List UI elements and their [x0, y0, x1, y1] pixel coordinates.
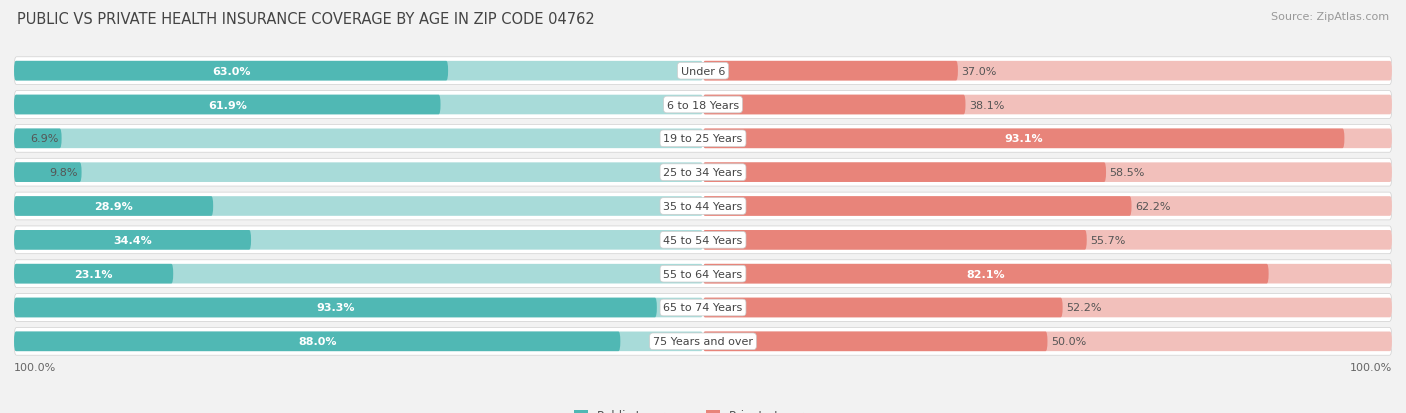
Legend: Public Insurance, Private Insurance: Public Insurance, Private Insurance	[569, 404, 837, 413]
Text: 19 to 25 Years: 19 to 25 Years	[664, 134, 742, 144]
FancyBboxPatch shape	[14, 125, 1392, 153]
FancyBboxPatch shape	[14, 95, 703, 115]
Text: 55 to 64 Years: 55 to 64 Years	[664, 269, 742, 279]
Text: 52.2%: 52.2%	[1066, 303, 1101, 313]
FancyBboxPatch shape	[703, 332, 1047, 351]
Text: 6 to 18 Years: 6 to 18 Years	[666, 100, 740, 110]
Text: 65 to 74 Years: 65 to 74 Years	[664, 303, 742, 313]
FancyBboxPatch shape	[703, 197, 1132, 216]
FancyBboxPatch shape	[14, 62, 449, 81]
FancyBboxPatch shape	[14, 332, 620, 351]
FancyBboxPatch shape	[14, 298, 657, 318]
Text: 63.0%: 63.0%	[212, 66, 250, 76]
Text: 62.2%: 62.2%	[1135, 202, 1170, 211]
FancyBboxPatch shape	[14, 62, 703, 81]
FancyBboxPatch shape	[703, 95, 1392, 115]
FancyBboxPatch shape	[14, 226, 1392, 254]
Text: 93.3%: 93.3%	[316, 303, 354, 313]
Text: 28.9%: 28.9%	[94, 202, 134, 211]
FancyBboxPatch shape	[703, 230, 1087, 250]
FancyBboxPatch shape	[14, 230, 252, 250]
FancyBboxPatch shape	[14, 163, 82, 183]
Text: 37.0%: 37.0%	[962, 66, 997, 76]
Text: 38.1%: 38.1%	[969, 100, 1004, 110]
Text: 61.9%: 61.9%	[208, 100, 246, 110]
FancyBboxPatch shape	[14, 230, 703, 250]
Text: 25 to 34 Years: 25 to 34 Years	[664, 168, 742, 178]
Text: 45 to 54 Years: 45 to 54 Years	[664, 235, 742, 245]
FancyBboxPatch shape	[703, 197, 1392, 216]
Text: 75 Years and over: 75 Years and over	[652, 337, 754, 347]
Text: 100.0%: 100.0%	[14, 363, 56, 373]
FancyBboxPatch shape	[703, 62, 1392, 81]
FancyBboxPatch shape	[703, 264, 1268, 284]
FancyBboxPatch shape	[703, 163, 1107, 183]
Text: 100.0%: 100.0%	[1350, 363, 1392, 373]
FancyBboxPatch shape	[703, 332, 1392, 351]
FancyBboxPatch shape	[703, 230, 1392, 250]
FancyBboxPatch shape	[703, 95, 966, 115]
FancyBboxPatch shape	[14, 264, 173, 284]
FancyBboxPatch shape	[14, 129, 703, 149]
Text: 55.7%: 55.7%	[1090, 235, 1126, 245]
FancyBboxPatch shape	[703, 264, 1392, 284]
Text: PUBLIC VS PRIVATE HEALTH INSURANCE COVERAGE BY AGE IN ZIP CODE 04762: PUBLIC VS PRIVATE HEALTH INSURANCE COVER…	[17, 12, 595, 27]
FancyBboxPatch shape	[14, 129, 62, 149]
FancyBboxPatch shape	[14, 298, 703, 318]
FancyBboxPatch shape	[14, 294, 1392, 322]
FancyBboxPatch shape	[14, 58, 1392, 85]
FancyBboxPatch shape	[14, 159, 1392, 187]
FancyBboxPatch shape	[14, 332, 703, 351]
FancyBboxPatch shape	[14, 260, 1392, 288]
Text: 6.9%: 6.9%	[30, 134, 58, 144]
FancyBboxPatch shape	[14, 328, 1392, 355]
FancyBboxPatch shape	[14, 91, 1392, 119]
Text: 35 to 44 Years: 35 to 44 Years	[664, 202, 742, 211]
Text: 58.5%: 58.5%	[1109, 168, 1144, 178]
FancyBboxPatch shape	[14, 197, 703, 216]
FancyBboxPatch shape	[14, 95, 440, 115]
Text: 34.4%: 34.4%	[112, 235, 152, 245]
Text: 88.0%: 88.0%	[298, 337, 336, 347]
Text: 82.1%: 82.1%	[966, 269, 1005, 279]
FancyBboxPatch shape	[14, 197, 214, 216]
FancyBboxPatch shape	[703, 129, 1392, 149]
FancyBboxPatch shape	[14, 163, 703, 183]
FancyBboxPatch shape	[703, 129, 1344, 149]
Text: 93.1%: 93.1%	[1004, 134, 1043, 144]
Text: Under 6: Under 6	[681, 66, 725, 76]
FancyBboxPatch shape	[703, 298, 1392, 318]
Text: 9.8%: 9.8%	[49, 168, 79, 178]
FancyBboxPatch shape	[703, 163, 1392, 183]
FancyBboxPatch shape	[14, 192, 1392, 221]
Text: 23.1%: 23.1%	[75, 269, 112, 279]
FancyBboxPatch shape	[703, 62, 957, 81]
FancyBboxPatch shape	[703, 298, 1063, 318]
Text: Source: ZipAtlas.com: Source: ZipAtlas.com	[1271, 12, 1389, 22]
FancyBboxPatch shape	[14, 264, 703, 284]
Text: 50.0%: 50.0%	[1050, 337, 1087, 347]
